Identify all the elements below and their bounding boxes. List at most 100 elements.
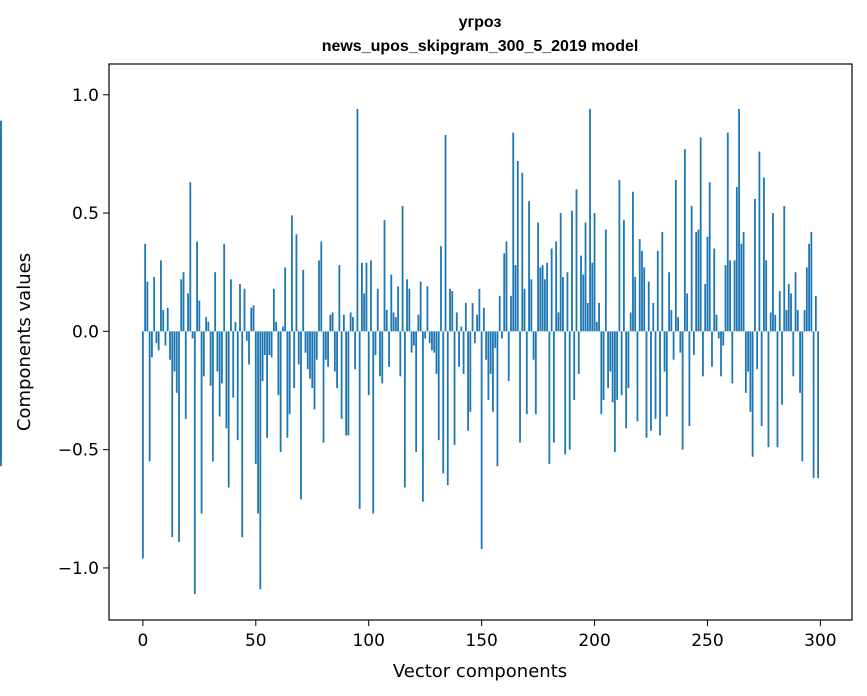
bar [306, 331, 309, 370]
bar [672, 331, 675, 360]
bar [437, 331, 440, 441]
bar [281, 326, 284, 332]
bar [166, 307, 169, 332]
bar [295, 234, 298, 332]
bar [329, 314, 332, 332]
bar [205, 317, 208, 332]
bar [374, 331, 377, 356]
bar [702, 331, 704, 377]
bar [444, 134, 447, 332]
bar [431, 331, 433, 351]
bar [724, 265, 727, 332]
bar [541, 265, 544, 332]
bar [277, 331, 280, 396]
bar [749, 331, 752, 412]
bar [559, 213, 562, 332]
bar [451, 291, 454, 332]
bar [193, 331, 196, 594]
bar [221, 331, 223, 384]
bar [198, 300, 201, 332]
bar [693, 331, 695, 356]
bar [489, 331, 492, 374]
bar [534, 331, 537, 415]
bar [336, 331, 338, 389]
bar [776, 331, 779, 448]
bar [370, 260, 372, 332]
bar [681, 331, 684, 450]
bar [383, 220, 386, 332]
bar [799, 331, 801, 393]
bar [616, 331, 619, 400]
bar [401, 205, 404, 332]
bar [164, 331, 167, 346]
bar [652, 302, 655, 332]
bar [358, 331, 361, 509]
bar [625, 331, 628, 429]
bar [286, 331, 289, 438]
bar [514, 265, 517, 332]
bar [331, 312, 334, 332]
bar [487, 331, 490, 400]
bar [715, 314, 718, 332]
bar [0, 120, 2, 332]
bar [464, 302, 467, 332]
bar [731, 331, 734, 384]
bar [412, 331, 415, 346]
bar [243, 288, 246, 332]
bar [320, 241, 323, 332]
plot-frame [108, 63, 853, 621]
bar [537, 222, 539, 332]
bar [268, 331, 271, 356]
bar [699, 137, 702, 332]
bar [340, 331, 343, 419]
bar [803, 310, 806, 332]
bar [293, 331, 296, 389]
bar [216, 331, 219, 372]
bar [627, 331, 630, 389]
bar [338, 265, 341, 332]
bar [363, 293, 366, 332]
bar [720, 331, 722, 377]
bar [690, 205, 693, 332]
bar [571, 210, 573, 332]
bar [591, 262, 594, 332]
bar [263, 331, 266, 356]
bar [178, 331, 180, 542]
bar [209, 331, 212, 386]
bar [327, 331, 329, 367]
bar-series [0, 108, 820, 594]
bar [187, 293, 189, 332]
bar [620, 331, 623, 396]
bar [505, 241, 508, 332]
bar [697, 229, 700, 332]
bar [796, 310, 799, 332]
bar [600, 331, 603, 415]
bar [153, 276, 156, 332]
bar [302, 269, 305, 332]
bar [582, 274, 585, 332]
bar [151, 331, 153, 358]
bar [211, 331, 214, 462]
bar [661, 231, 664, 332]
bar [794, 272, 797, 332]
bar [507, 331, 510, 382]
x-tick-label: 200 [578, 631, 610, 651]
bar [478, 288, 481, 332]
bar [564, 331, 567, 455]
bar [169, 331, 171, 360]
bar [376, 288, 379, 332]
bar [643, 267, 646, 332]
x-tick-label: 300 [804, 631, 836, 651]
bar [738, 108, 740, 332]
bar [345, 331, 348, 436]
bar [562, 276, 564, 332]
bar [512, 132, 515, 332]
bar [650, 331, 652, 431]
bar [218, 331, 221, 417]
bar [410, 331, 413, 353]
bar [598, 302, 600, 332]
bar [0, 331, 2, 405]
bar [406, 279, 409, 332]
bar [381, 331, 384, 384]
bar [717, 331, 720, 339]
